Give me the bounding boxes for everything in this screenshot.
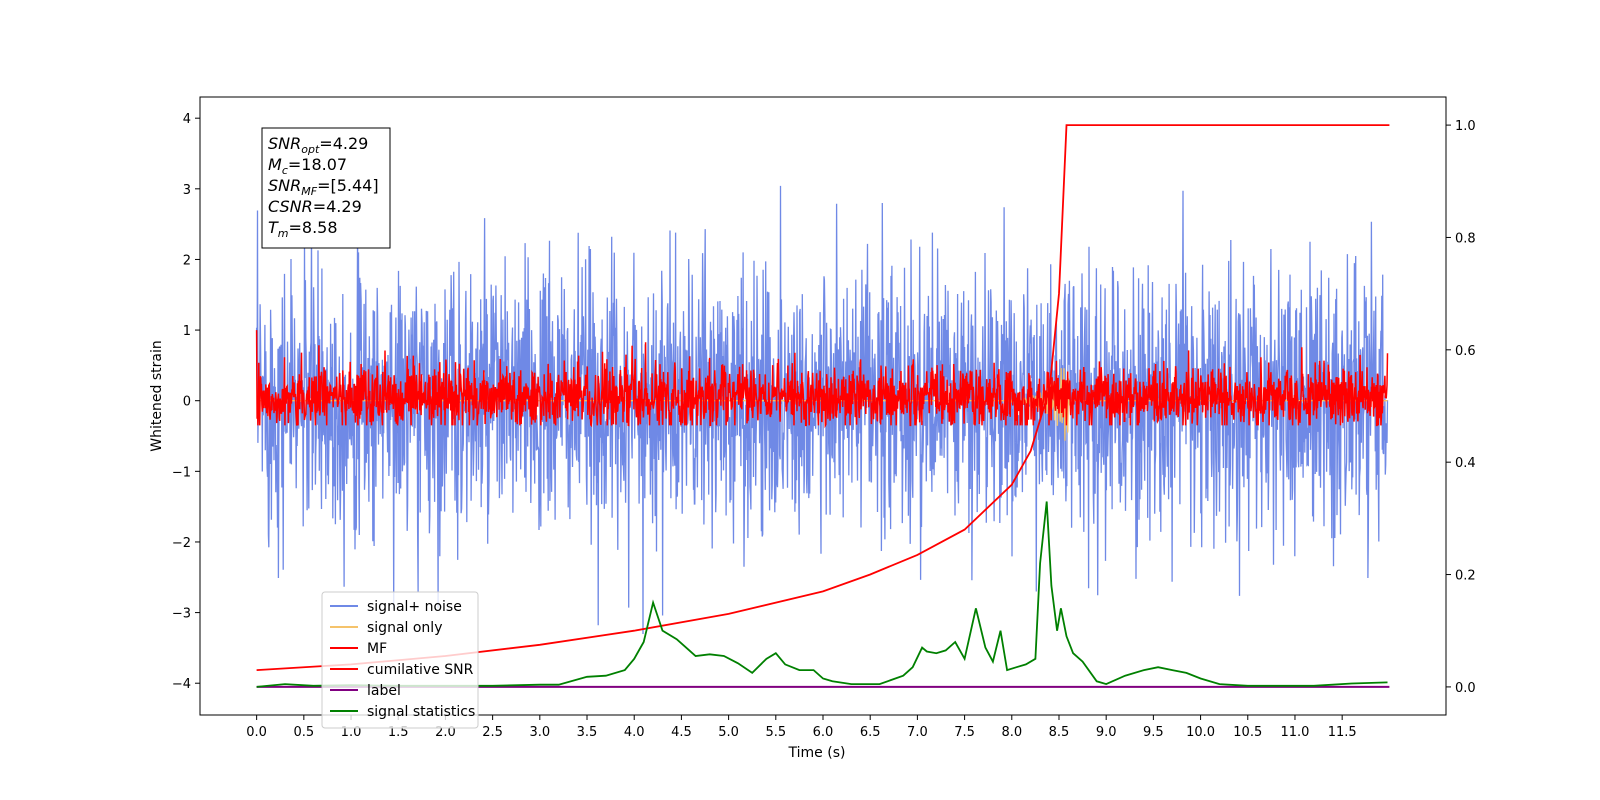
annotation-line: SNRopt=4.29 <box>268 134 368 156</box>
legend-entry: MF <box>367 641 387 657</box>
x-tick-label: 4.5 <box>671 725 692 740</box>
annotation-line: CSNR=4.29 <box>268 197 362 216</box>
annotation-line: SNRMF=[5.44] <box>268 176 379 198</box>
x-tick-label: 10.5 <box>1233 725 1262 740</box>
x-tick-label: 8.5 <box>1049 725 1070 740</box>
y-axis-label: Whitened strain <box>149 340 165 451</box>
y-right-tick-label: 0.0 <box>1455 681 1476 696</box>
series-mf <box>255 330 1389 429</box>
x-tick-label: 6.5 <box>860 725 881 740</box>
x-tick-label: 0.0 <box>246 725 267 740</box>
stats-annotation-box: SNRopt=4.29Mc=18.07SNRMF=[5.44]CSNR=4.29… <box>261 127 391 249</box>
series-signal-statistics <box>256 501 1388 688</box>
y-left-tick-label: −2 <box>172 536 191 551</box>
x-tick-label: 3.5 <box>577 725 598 740</box>
legend-entry: signal statistics <box>367 704 475 720</box>
y-left-tick-label: 3 <box>183 183 191 198</box>
legend-entry: signal+ noise <box>367 599 462 615</box>
annotation-line: Tm=8.58 <box>268 218 338 240</box>
x-tick-label: 11.0 <box>1280 725 1309 740</box>
x-tick-label: 7.0 <box>907 725 928 740</box>
x-tick-label: 5.5 <box>765 725 786 740</box>
y-right-tick-label: 0.8 <box>1455 231 1476 246</box>
x-tick-label: 4.0 <box>624 725 645 740</box>
x-tick-label: 2.0 <box>435 725 456 740</box>
x-tick-label: 9.0 <box>1096 725 1117 740</box>
y-left-tick-label: −4 <box>172 677 191 692</box>
x-tick-label: 2.5 <box>482 725 503 740</box>
x-tick-label: 10.0 <box>1186 725 1215 740</box>
x-tick-label: 11.5 <box>1328 725 1357 740</box>
y-right-tick-label: 1.0 <box>1455 119 1476 134</box>
y-left-tick-label: −1 <box>172 465 191 480</box>
x-tick-label: 1.0 <box>341 725 362 740</box>
y-left-tick-label: −3 <box>172 607 191 622</box>
legend-frame <box>321 591 479 729</box>
y-left-tick-label: 0 <box>183 395 191 410</box>
series-cumulative-snr <box>256 124 1390 671</box>
legend-entry: signal only <box>367 620 442 636</box>
x-tick-label: 5.0 <box>718 725 739 740</box>
axes: 0.0 0.5 1.0 1.5 2.0 2.5 3.0 3.5 4.0 4.5 5.0 5.5 6.0 6… <box>172 96 1476 740</box>
legend-entry: label <box>367 683 401 699</box>
x-tick-label: 0.5 <box>293 725 314 740</box>
y-right-tick-label: 0.4 <box>1455 456 1476 471</box>
x-tick-label: 9.5 <box>1143 725 1164 740</box>
x-axis-label: Time (s) <box>788 745 846 761</box>
annotation-line: Mc=18.07 <box>268 155 347 177</box>
y-right-tick-label: 0.6 <box>1455 344 1476 359</box>
x-tick-label: 7.5 <box>954 725 975 740</box>
y-right-tick-label: 0.2 <box>1455 569 1476 584</box>
y-left-tick-label: 2 <box>183 253 191 268</box>
x-tick-label: 8.0 <box>1001 725 1022 740</box>
x-tick-label: 3.0 <box>529 725 550 740</box>
x-tick-label: 6.0 <box>813 725 834 740</box>
legend: signal+ noise signal only MF cumilative SNR… <box>321 591 479 729</box>
x-tick-label: 1.5 <box>388 725 409 740</box>
annotation-box-frame <box>261 127 391 249</box>
legend-entry: cumilative SNR <box>367 662 474 678</box>
y-left-tick-label: 4 <box>183 112 191 127</box>
y-left-tick-label: 1 <box>183 324 191 339</box>
